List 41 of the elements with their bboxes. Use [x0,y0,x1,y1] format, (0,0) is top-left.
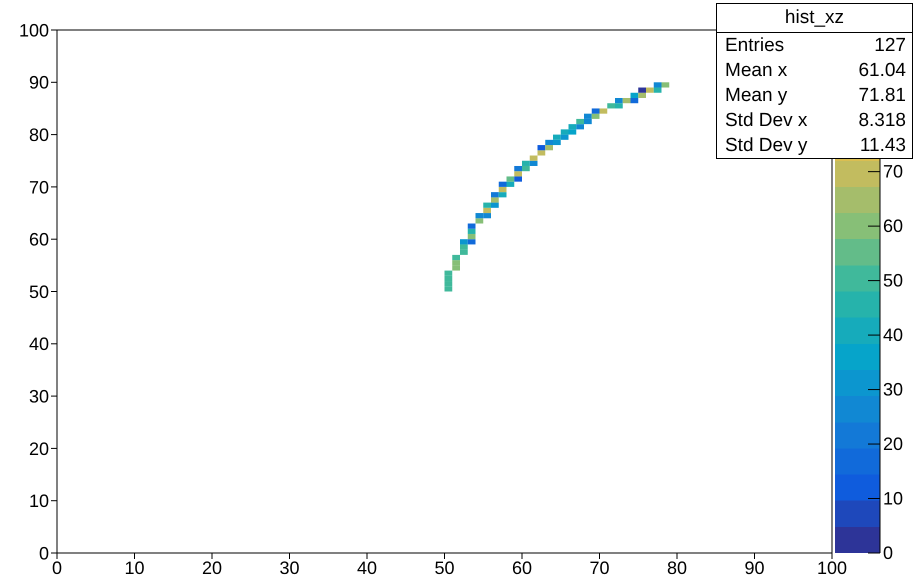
x-tick-label: 30 [279,558,300,578]
x-tick-label: 0 [52,558,62,578]
y-tick-label: 100 [18,20,49,40]
color-bar-label: 0 [883,543,894,563]
text: hist_xz [717,4,912,33]
color-bar-label: 20 [883,434,904,454]
color-bar-label: 50 [883,270,904,291]
annotation: Mean y [725,84,788,108]
y-tick-label: 90 [28,72,49,93]
y-tick-label: 60 [28,230,49,250]
y-tick-label: 50 [28,282,49,302]
annotation: Std Dev x [725,109,808,133]
x-tick-label: 10 [124,558,145,578]
x-tick-label: 80 [666,558,688,578]
color-bar-label: 10 [883,488,904,509]
x-tick-label: 70 [589,558,610,578]
color-bar-label: 30 [883,380,904,400]
x-tick-label: 90 [744,558,765,578]
y-tick-label: 80 [28,124,49,145]
y-tick-label: 20 [28,438,49,459]
text: 127 [874,34,906,58]
y-tick-label: 0 [38,543,49,564]
annotation: Entries [725,34,784,58]
color-bar-label: 60 [883,216,904,236]
y-tick-label: 10 [28,491,49,512]
x-tick-label: 60 [512,558,532,578]
x-tick-label: 40 [356,558,378,578]
text: 11.43 [860,134,906,158]
x-tick-label: 100 [816,558,848,578]
y-tick-label: 40 [28,334,49,354]
color-bar-label: 40 [883,325,904,346]
annotation: Std Dev y [725,134,808,158]
text: 61.04 [858,59,906,83]
x-tick-label: 50 [434,558,455,578]
y-tick-label: 30 [28,386,49,406]
x-tick-label: 20 [202,558,222,578]
annotation: Mean x [725,59,788,83]
text: 8.318 [858,109,906,133]
text: 71.81 [858,84,906,108]
y-tick-label: 70 [28,177,49,198]
color-bar-label: 70 [883,162,904,182]
